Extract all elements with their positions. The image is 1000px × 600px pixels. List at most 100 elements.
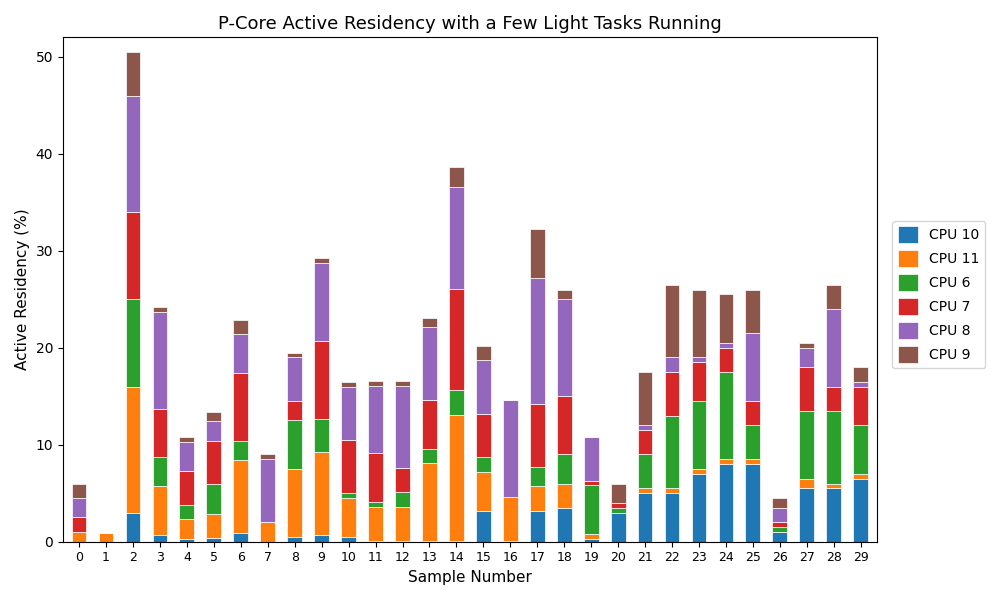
Bar [422,400,437,449]
Bar [530,229,545,278]
Bar [799,348,814,367]
Bar [72,484,86,498]
Bar [287,537,302,542]
Bar [638,488,652,493]
Bar [395,492,410,507]
Bar [503,541,518,542]
Bar [368,507,383,541]
Bar [314,452,329,535]
Bar [584,539,599,542]
Bar [826,488,841,542]
Bar [422,541,437,542]
Bar [153,312,167,409]
Bar [611,503,626,508]
Bar [314,419,329,452]
Bar [853,474,868,479]
Bar [179,539,194,542]
Bar [799,367,814,411]
Bar [826,484,841,488]
Bar [233,460,248,533]
Bar [745,425,760,459]
Bar [719,295,733,343]
Bar [665,488,679,493]
Bar [206,441,221,484]
Bar [719,464,733,542]
Bar [745,464,760,542]
Bar [314,259,329,263]
Bar [611,512,626,542]
Bar [853,367,868,382]
Bar [530,467,545,487]
Bar [692,290,706,358]
Bar [153,487,167,535]
Bar [476,511,491,542]
Bar [853,425,868,474]
Bar [638,493,652,542]
Bar [395,541,410,542]
Bar [826,411,841,484]
Bar [530,404,545,467]
Bar [99,533,113,542]
Bar [368,386,383,454]
Bar [206,412,221,421]
Bar [692,401,706,469]
Bar [449,289,464,391]
Bar [665,493,679,542]
Bar [153,409,167,457]
Bar [665,284,679,358]
Bar [341,440,356,493]
Bar [476,361,491,413]
Bar [153,457,167,487]
Bar [287,421,302,469]
Bar [719,459,733,464]
Bar [179,505,194,520]
Bar [530,278,545,404]
Bar [772,523,787,527]
Bar [611,484,626,503]
Bar [422,463,437,541]
Bar [206,538,221,542]
Bar [126,212,140,299]
Bar [692,358,706,362]
Bar [476,346,491,361]
Bar [557,396,572,454]
Bar [126,512,140,542]
Bar [530,511,545,542]
Bar [179,437,194,442]
Bar [799,488,814,542]
Bar [422,328,437,400]
Bar [476,413,491,457]
Bar [772,527,787,532]
Bar [341,537,356,542]
Bar [153,307,167,312]
Bar [799,411,814,479]
Bar [179,520,194,539]
Bar [314,341,329,419]
Bar [692,362,706,401]
Bar [584,437,599,481]
Bar [772,498,787,508]
Bar [449,541,464,542]
Bar [584,534,599,539]
Bar [745,333,760,401]
Bar [206,484,221,514]
Bar [287,401,302,421]
Bar [557,454,572,484]
Bar [638,430,652,454]
Bar [368,541,383,542]
Bar [72,517,86,532]
Bar [719,343,733,348]
Bar [395,468,410,492]
Bar [665,416,679,488]
X-axis label: Sample Number: Sample Number [408,570,532,585]
Bar [799,343,814,348]
Bar [260,459,275,523]
Bar [745,459,760,464]
Bar [287,358,302,401]
Bar [826,284,841,309]
Bar [368,454,383,502]
Bar [826,309,841,386]
Bar [719,372,733,459]
Bar [503,497,518,541]
Bar [638,372,652,425]
